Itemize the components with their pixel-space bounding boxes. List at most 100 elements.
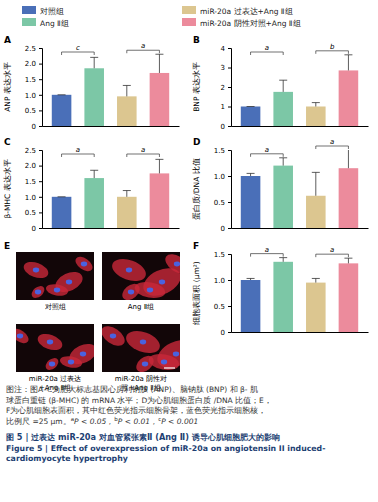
y-tick-mark xyxy=(228,126,231,127)
y-tick-label: 2.0 xyxy=(25,162,36,170)
y-axis-line xyxy=(228,151,232,229)
y-tick-mark xyxy=(39,228,42,229)
bar xyxy=(306,283,326,332)
cell-nucleus xyxy=(81,262,87,267)
caption-line: 比例尺 =25 μm。aP < 0.05，bP < 0.01，cP < 0.00… xyxy=(6,416,198,426)
significance-bracket: a xyxy=(316,246,349,257)
caption-line: 图注：图A–C为肥大标志基因心房利钠肽 (ANP)、脑钠肽 (BNP) 和 β-… xyxy=(6,385,258,394)
bracket-line xyxy=(251,154,284,157)
error-bar-cap xyxy=(247,173,255,174)
y-tick: 4 xyxy=(221,45,231,53)
error-bar-stem xyxy=(348,150,349,168)
error-bar-cap xyxy=(279,80,287,81)
bar xyxy=(84,178,104,228)
panel-title: E xyxy=(4,241,10,251)
legend-swatch xyxy=(22,18,36,26)
error-bar xyxy=(279,258,287,262)
cell-cytoskeleton xyxy=(59,355,83,370)
error-bar xyxy=(344,258,352,263)
error-bar-cap xyxy=(58,196,66,197)
y-tick: 1.5 xyxy=(214,147,231,155)
y-tick: 0 xyxy=(221,329,231,337)
y-tick-mark xyxy=(228,228,231,229)
cell-cytoskeleton xyxy=(162,252,180,278)
y-axis-title: ANP 表达水平 xyxy=(3,62,12,112)
error-bar xyxy=(312,103,320,107)
y-axis: 00.51.01.5 xyxy=(214,251,232,337)
chart-panel: B01234abBNP 表达水平 xyxy=(192,35,369,131)
y-tick-mark xyxy=(39,150,42,151)
y-tick-label: 3 xyxy=(221,64,225,72)
y-axis-line xyxy=(39,49,43,127)
micrograph: miR-20a 阴性对照+Ang Ⅱ组 xyxy=(98,322,199,391)
y-tick: 0.5 xyxy=(25,107,42,115)
legend-swatch xyxy=(22,6,36,14)
error-bar xyxy=(279,80,287,92)
cell-nucleus xyxy=(174,262,180,267)
y-tick-mark xyxy=(39,166,42,167)
y-tick-label: 1.5 xyxy=(214,147,225,155)
bracket-line xyxy=(251,254,284,257)
significance-label: b xyxy=(330,43,335,51)
y-tick-mark xyxy=(228,107,231,108)
error-bar-cap xyxy=(247,278,255,279)
cell-nucleus xyxy=(33,268,39,273)
error-bar-stem xyxy=(94,170,95,178)
cell-nucleus xyxy=(49,362,55,367)
y-tick-mark xyxy=(228,150,231,151)
y-tick-mark xyxy=(39,126,42,127)
bracket-line xyxy=(316,254,349,257)
image-label: miR-20a 过表达 xyxy=(29,375,81,383)
significance-label: a xyxy=(330,246,334,254)
bar xyxy=(339,70,359,126)
bar xyxy=(241,107,261,127)
bar xyxy=(273,92,293,126)
image-panel: E对照组Ang Ⅱ组miR-20a 过表达+Ang Ⅱ组miR-20a 阴性对照… xyxy=(4,241,199,392)
error-bar-cap xyxy=(279,157,287,158)
x-axis-line xyxy=(232,126,369,127)
y-tick-mark xyxy=(39,181,42,182)
footnote-text: P < 0.01， xyxy=(118,417,158,426)
y-axis-title: 蛋白质/DNA 比值 xyxy=(192,158,201,219)
cell-cytoskeleton xyxy=(16,326,31,346)
y-tick: 2.5 xyxy=(25,45,42,53)
caption: 图注：图A–C为肥大标志基因心房利钠肽 (ANP)、脑钠肽 (BNP) 和 β-… xyxy=(6,385,272,426)
x-axis-line xyxy=(232,332,369,333)
error-bar-stem xyxy=(315,172,316,195)
y-tick-mark xyxy=(228,68,231,69)
y-tick-mark xyxy=(228,202,231,203)
bracket-line xyxy=(316,51,349,54)
cell-cytoskeleton xyxy=(73,254,94,274)
bar xyxy=(339,263,359,332)
cell-nucleus xyxy=(66,280,72,285)
significance-bracket: a xyxy=(127,146,160,157)
cell-nucleus xyxy=(159,280,165,285)
y-axis-line xyxy=(228,255,232,333)
y-tick-label: 0 xyxy=(221,123,225,131)
figure-title-en: Figure 5 | Effect of overexpression of m… xyxy=(6,444,325,453)
y-tick-mark xyxy=(39,79,42,80)
bar xyxy=(117,96,137,126)
error-bar xyxy=(247,278,255,280)
bar xyxy=(84,68,104,126)
error-bar xyxy=(123,191,131,197)
error-bar-stem xyxy=(159,54,160,73)
y-tick-label: 0.5 xyxy=(214,303,225,311)
bar xyxy=(241,176,261,228)
caption-text: 比例尺 =25 μm。 xyxy=(6,417,71,426)
y-tick: 2 xyxy=(221,84,231,92)
panel-title: A xyxy=(4,35,11,45)
cell-nucleus xyxy=(161,360,167,365)
y-tick-label: 0.5 xyxy=(25,107,36,115)
error-bar-cap xyxy=(155,159,163,160)
image-label: Ang Ⅱ组 xyxy=(128,303,154,311)
error-bar-cap xyxy=(312,172,320,173)
cell-cytoskeleton xyxy=(102,324,128,350)
cell-nucleus xyxy=(147,288,153,293)
significance-bracket: a xyxy=(62,146,95,157)
y-tick: 0 xyxy=(32,225,42,233)
y-tick: 1 xyxy=(221,103,231,111)
y-tick: 2.0 xyxy=(25,60,42,68)
error-bar-cap xyxy=(312,102,320,103)
error-bar-stem xyxy=(126,191,127,197)
